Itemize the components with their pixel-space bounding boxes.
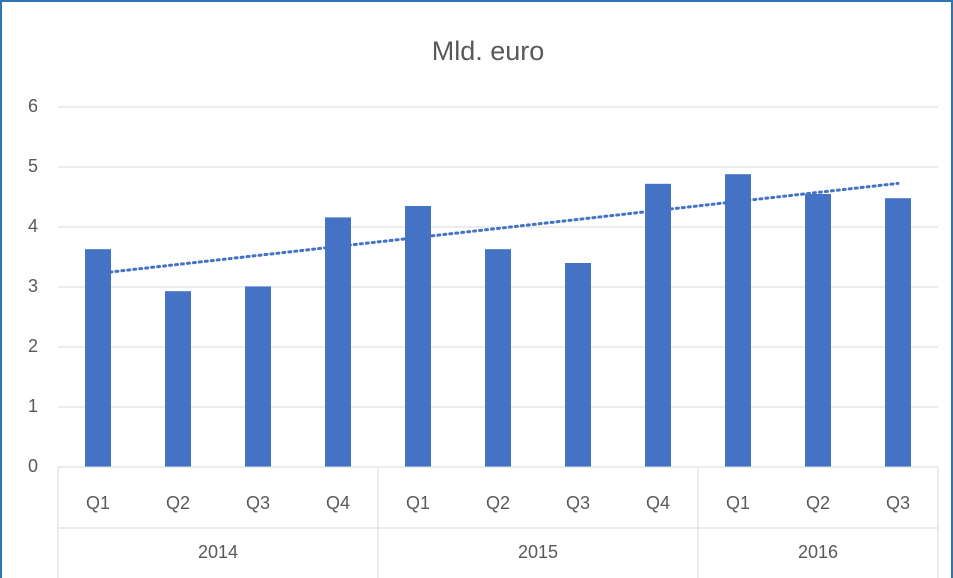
x-tick-label: Q3 bbox=[246, 493, 270, 513]
x-tick-label: Q4 bbox=[646, 493, 670, 513]
y-tick-label: 2 bbox=[28, 336, 38, 356]
chart-title: Mld. euro bbox=[432, 36, 545, 66]
x-tick-label: Q1 bbox=[726, 493, 750, 513]
bar bbox=[485, 249, 511, 467]
bar bbox=[805, 194, 831, 467]
x-tick-label: Q3 bbox=[566, 493, 590, 513]
x-tick-label: Q3 bbox=[886, 493, 910, 513]
y-tick-label: 1 bbox=[28, 396, 38, 416]
y-tick-label: 3 bbox=[28, 276, 38, 296]
x-tick-label: Q2 bbox=[806, 493, 830, 513]
x-tick-label: Q2 bbox=[166, 493, 190, 513]
x-tick-label: Q2 bbox=[486, 493, 510, 513]
bar bbox=[645, 183, 671, 468]
bar bbox=[725, 174, 751, 467]
bar bbox=[565, 263, 591, 467]
x-tick-label: Q1 bbox=[406, 493, 430, 513]
trendline bbox=[96, 181, 900, 275]
x-tick-label: Q4 bbox=[326, 493, 350, 513]
y-tick-label: 5 bbox=[28, 156, 38, 176]
bar bbox=[245, 286, 271, 467]
group-label: 2014 bbox=[198, 542, 238, 562]
bar bbox=[885, 198, 911, 467]
group-label: 2016 bbox=[798, 542, 838, 562]
group-label: 2015 bbox=[518, 542, 558, 562]
y-tick-label: 6 bbox=[28, 96, 38, 116]
bar bbox=[405, 206, 431, 467]
y-tick-label: 4 bbox=[28, 216, 38, 236]
bar bbox=[85, 249, 111, 467]
bar bbox=[325, 217, 351, 467]
bar bbox=[165, 291, 191, 467]
y-tick-label: 0 bbox=[28, 456, 38, 476]
x-tick-label: Q1 bbox=[86, 493, 110, 513]
